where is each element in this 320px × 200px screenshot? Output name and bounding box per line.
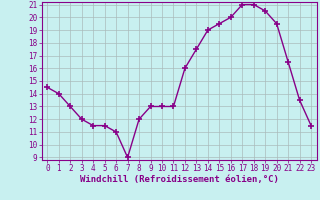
X-axis label: Windchill (Refroidissement éolien,°C): Windchill (Refroidissement éolien,°C) <box>80 175 279 184</box>
